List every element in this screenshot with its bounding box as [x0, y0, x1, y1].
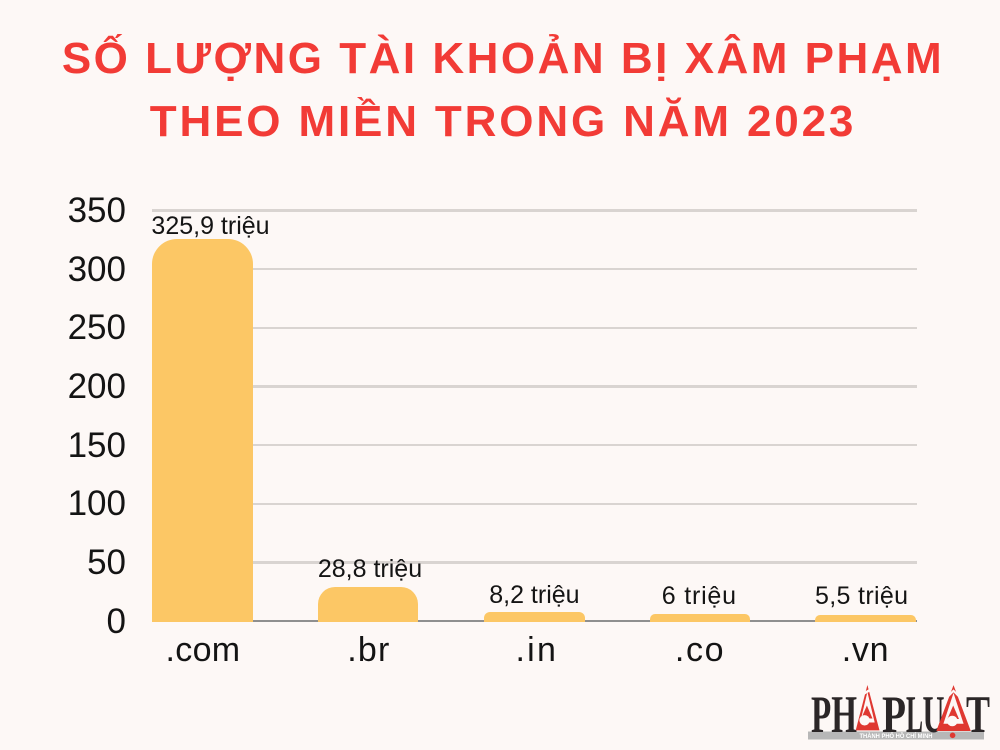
svg-text:U: U [923, 686, 945, 744]
svg-text:L: L [906, 686, 923, 744]
svg-text:THÀNH PHỐ HỒ CHÍ MINH: THÀNH PHỐ HỒ CHÍ MINH [860, 730, 933, 740]
svg-text:PH: PH [811, 686, 857, 744]
svg-text:P: P [882, 686, 906, 744]
svg-text:T: T [966, 686, 990, 744]
